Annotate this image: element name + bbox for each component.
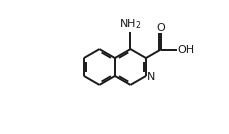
- Text: OH: OH: [177, 44, 194, 55]
- Text: NH$_2$: NH$_2$: [119, 17, 141, 31]
- Text: N: N: [147, 72, 155, 82]
- Text: O: O: [156, 23, 164, 33]
